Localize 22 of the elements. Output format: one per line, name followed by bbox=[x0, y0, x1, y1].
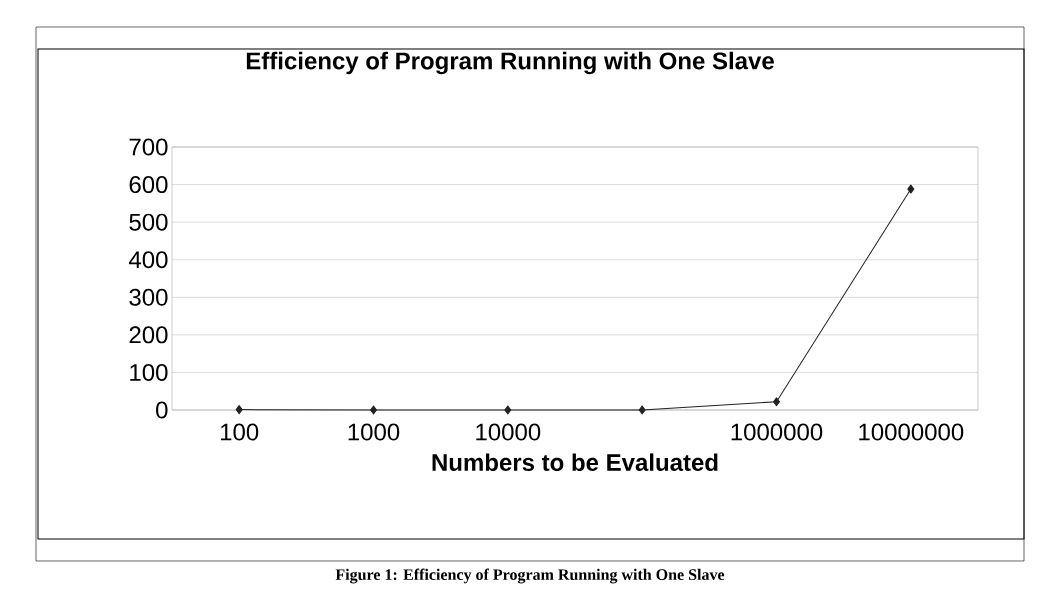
point bbox=[907, 184, 915, 194]
x-tick-label: 10000 bbox=[476, 423, 541, 441]
y-tick-label: 500 bbox=[129, 213, 168, 231]
y-tick-label: 0 bbox=[156, 401, 168, 419]
caption: Figure 1: Efficiency of Program Running with One Slave bbox=[335, 568, 725, 584]
y-tick-label: 700 bbox=[129, 138, 168, 156]
chart-title: Efficiency of Program Running with One Slave bbox=[246, 51, 774, 75]
point bbox=[638, 405, 646, 415]
x-tick-label: 1000000 bbox=[731, 423, 823, 441]
x-tick-label: 10000000 bbox=[859, 423, 964, 441]
y-tick-label: 400 bbox=[128, 251, 168, 269]
point bbox=[370, 405, 377, 415]
point bbox=[504, 405, 512, 415]
point bbox=[773, 397, 780, 407]
y-tick-label: 100 bbox=[130, 363, 168, 381]
x-tick-label: 100 bbox=[220, 423, 259, 441]
y-tick-label: 300 bbox=[129, 288, 168, 306]
y-tick-label: 600 bbox=[129, 176, 168, 194]
x-tick-label: 1000 bbox=[348, 423, 400, 441]
y-tick-label: 200 bbox=[129, 326, 168, 344]
x-axis-title: Numbers to be Evaluated bbox=[432, 453, 718, 472]
point bbox=[235, 405, 243, 415]
